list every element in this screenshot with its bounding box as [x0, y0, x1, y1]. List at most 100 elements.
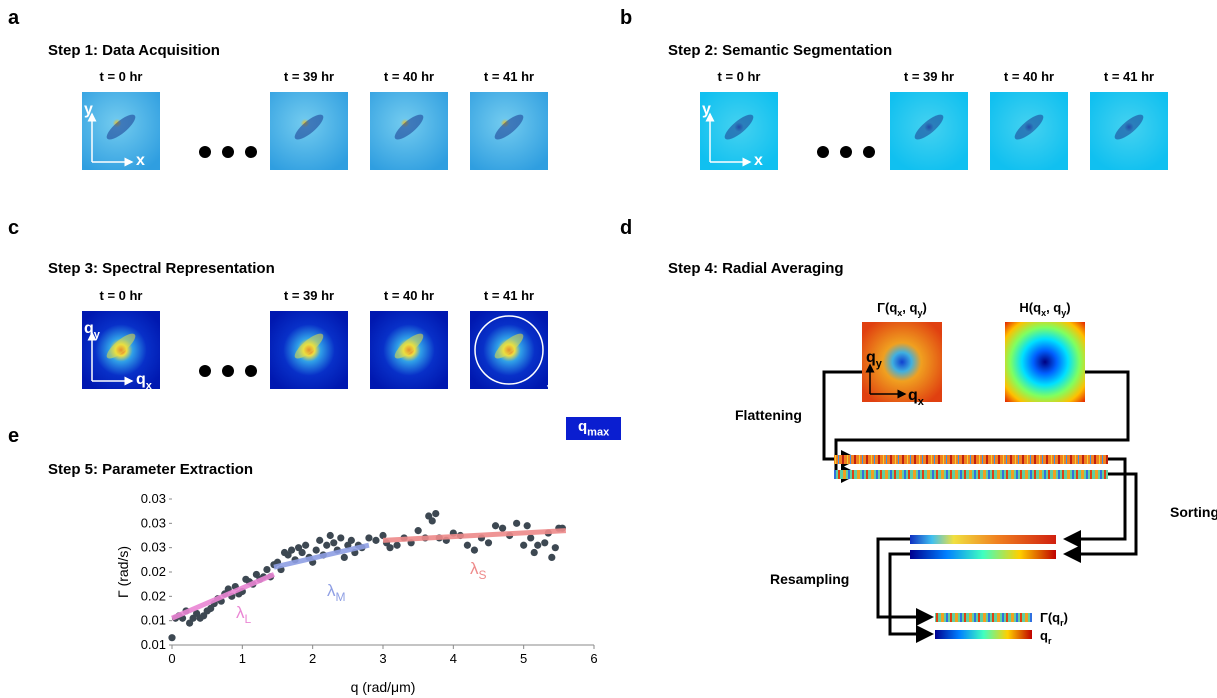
panel-title: Step 4: Radial Averaging [668, 260, 844, 277]
y-tick-label: 0.03 [141, 515, 166, 530]
y-tick-label: 0.01 [141, 613, 166, 628]
subscript: x [897, 308, 902, 318]
point [534, 541, 542, 549]
vector-bar [935, 613, 1032, 622]
point [298, 548, 306, 557]
axis-label: y [84, 101, 93, 118]
text-part: ) [922, 300, 926, 315]
axis-label: y [702, 101, 711, 118]
subscript: x [918, 396, 925, 408]
ellipsis-dot [817, 146, 829, 158]
x-tick-label: 2 [309, 651, 316, 666]
point [263, 565, 271, 574]
point [523, 522, 531, 530]
panel-title: Step 2: Semantic Segmentation [668, 42, 892, 59]
point [470, 546, 479, 554]
text-part: q [866, 349, 876, 366]
y-tick-label: 0.03 [141, 540, 166, 555]
text-part: x [136, 152, 145, 169]
step-label: Resampling [770, 571, 849, 587]
text-part: λ [327, 581, 336, 600]
text-part: Γ(q [877, 300, 897, 315]
subscript: y [876, 358, 883, 370]
subscript: x [146, 380, 153, 392]
point [491, 522, 500, 530]
axis-label: x [136, 152, 145, 169]
annotation-box [566, 417, 621, 440]
x-tick-label: 0 [168, 651, 175, 666]
vector-bar [834, 455, 1108, 464]
time-label: t = 40 hr [1004, 69, 1054, 84]
point [463, 541, 471, 549]
step-label: Flattening [735, 407, 802, 423]
map-image [862, 322, 942, 402]
axis-label: qx [136, 371, 153, 392]
fit-line [273, 542, 370, 570]
ellipsis-dot [222, 365, 234, 377]
annotation: qmax [578, 418, 610, 439]
panel-title: Step 3: Spectral Representation [48, 260, 275, 277]
text-part: q [908, 387, 918, 404]
fit-line [171, 572, 275, 621]
ellipsis-dot [199, 146, 211, 158]
point [330, 539, 338, 547]
point [326, 531, 334, 540]
point [316, 536, 324, 544]
x-tick-label: 4 [450, 651, 457, 666]
point [302, 541, 310, 549]
point [312, 546, 320, 554]
text-part: y [702, 101, 711, 118]
point [379, 531, 387, 540]
step-label: Sorting [1170, 504, 1217, 520]
text-part: , q [1046, 300, 1061, 315]
text-part: λ [236, 603, 245, 622]
image-feature [294, 333, 324, 359]
time-label: t = 0 hr [718, 69, 761, 84]
point [347, 536, 355, 544]
output-label: Γ(qr) [1040, 610, 1068, 628]
y-tick-label: 0.03 [141, 491, 166, 506]
ellipsis-dot [863, 146, 875, 158]
x-tick-label: 1 [239, 651, 246, 666]
point [520, 541, 528, 549]
fit-label: λL [236, 603, 252, 626]
point [527, 534, 535, 542]
connectors [822, 370, 1138, 643]
point [386, 544, 394, 552]
time-label: t = 41 hr [1104, 69, 1154, 84]
point [548, 553, 556, 562]
axis-label: x [754, 152, 763, 169]
text-part: q [1040, 628, 1048, 643]
point [530, 548, 538, 557]
image-feature [494, 333, 524, 359]
point [432, 509, 440, 518]
subscript: r [1048, 636, 1052, 646]
time-label: t = 39 hr [284, 288, 334, 303]
panel-label: a [8, 7, 20, 29]
vector-bar [834, 470, 1108, 479]
vector-bar [935, 630, 1032, 639]
point [414, 527, 422, 535]
map-label: Γ(qx, qy) [877, 300, 927, 318]
time-label: t = 41 hr [484, 69, 534, 84]
panel-label: c [8, 217, 19, 239]
subscript: M [336, 590, 346, 604]
panel-title: Step 5: Parameter Extraction [48, 461, 253, 478]
time-label: t = 40 hr [384, 288, 434, 303]
text-part: , q [902, 300, 917, 315]
output-label: qr [1040, 628, 1052, 646]
vector-bar [910, 535, 1056, 544]
panel-label: b [620, 7, 632, 29]
image-feature [394, 333, 424, 359]
panel-title: Step 1: Data Acquisition [48, 42, 220, 59]
point [498, 524, 507, 532]
point [372, 536, 380, 544]
text-part: y [84, 101, 93, 118]
subscript: L [245, 612, 252, 626]
image-feature [106, 333, 136, 359]
point [337, 534, 345, 542]
ellipsis-dot [245, 365, 257, 377]
panel-label: d [620, 217, 632, 239]
x-tick-label: 3 [379, 651, 386, 666]
